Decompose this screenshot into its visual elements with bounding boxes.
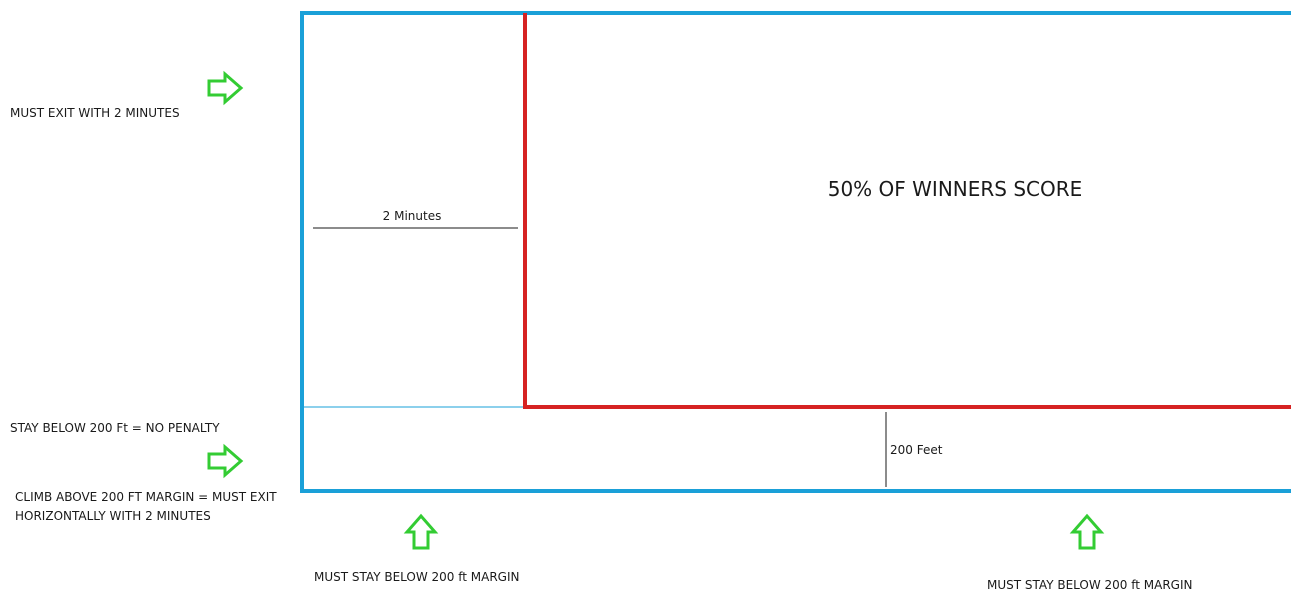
- arrow-right-icon: [207, 443, 244, 479]
- exit-two-minutes-note: MUST EXIT WITH 2 MINUTES: [10, 106, 180, 120]
- bottom-right-note: MUST STAY BELOW 200 ft MARGIN: [987, 578, 1193, 592]
- climb-above-note: CLIMB ABOVE 200 FT MARGIN = MUST EXIT HO…: [15, 490, 277, 523]
- arrow-right-icon: [207, 70, 244, 106]
- arrow-up-icon: [1069, 513, 1105, 550]
- height-marker-label: 200 Feet: [890, 443, 943, 457]
- bottom-left-note: MUST STAY BELOW 200 ft MARGIN: [314, 570, 520, 584]
- arrow-up-icon: [403, 513, 439, 550]
- scored-zone-label: 50% OF WINNERS SCORE: [828, 177, 1083, 201]
- time-marker-label: 2 Minutes: [383, 209, 442, 223]
- outer-boundary: [300, 11, 1291, 493]
- scoring-zone-boundary: [523, 13, 1291, 409]
- stay-below-note: STAY BELOW 200 Ft = NO PENALTY: [10, 421, 220, 435]
